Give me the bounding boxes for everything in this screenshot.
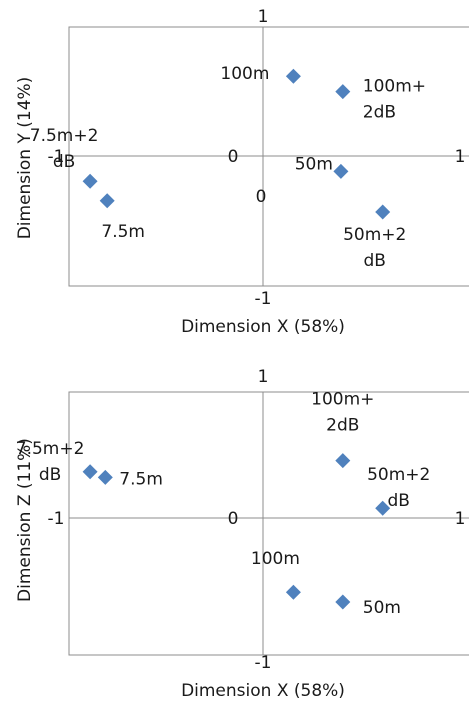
data-point-marker bbox=[335, 453, 351, 469]
data-point-label: 7.5m bbox=[119, 469, 163, 489]
data-point-label: 50m bbox=[295, 154, 333, 174]
x-tick-label-max: 1 bbox=[455, 509, 466, 529]
data-point-label: dB bbox=[363, 251, 385, 271]
data-point-marker bbox=[97, 469, 113, 485]
data-point-label: 2dB bbox=[363, 103, 396, 123]
data-point-marker bbox=[335, 84, 351, 100]
origin-label: 0 bbox=[228, 509, 239, 529]
origin-label: 0 bbox=[256, 187, 267, 207]
data-point-marker bbox=[99, 193, 115, 209]
data-point-label: 50m+2 bbox=[343, 225, 406, 245]
data-point-label: 50m+2 bbox=[367, 465, 430, 485]
x-axis-title: Dimension X (58%) bbox=[181, 317, 345, 337]
data-point-label: 7.5m+2 bbox=[30, 126, 99, 146]
data-point-marker bbox=[333, 163, 349, 179]
y-axis-title: Dimension Z (11%) bbox=[15, 438, 35, 602]
y-axis-title: Dimension Y (14%) bbox=[15, 77, 35, 240]
data-point-marker bbox=[82, 464, 98, 480]
y-tick-label-min: -1 bbox=[255, 653, 272, 673]
x-axis-title: Dimension X (58%) bbox=[181, 681, 345, 701]
data-point-marker bbox=[285, 68, 301, 84]
data-point-label: dB bbox=[53, 152, 75, 172]
data-point-label: 100m+ bbox=[311, 390, 374, 410]
data-point-label: 50m bbox=[363, 598, 401, 618]
data-point-label: dB bbox=[39, 465, 61, 485]
data-point-label: dB bbox=[387, 491, 409, 511]
data-point-label: 7.5m bbox=[101, 222, 145, 242]
data-point-marker bbox=[335, 594, 351, 610]
data-point-label: 100m+ bbox=[363, 77, 426, 97]
y-tick-label-max: 1 bbox=[258, 7, 269, 27]
x-tick-label-max: 1 bbox=[455, 147, 466, 167]
plot-frame bbox=[68, 391, 469, 656]
x-tick-label-min: -1 bbox=[48, 147, 65, 167]
y-tick-label-min: -1 bbox=[255, 289, 272, 309]
data-point-label: 100m bbox=[220, 64, 269, 84]
y-tick-label-max: 1 bbox=[258, 367, 269, 387]
data-point-label: 7.5m+2 bbox=[16, 439, 85, 459]
data-point-label: 100m bbox=[251, 549, 300, 569]
data-point-label: 2dB bbox=[326, 416, 359, 436]
data-point-marker bbox=[82, 173, 98, 189]
data-point-marker bbox=[285, 584, 301, 600]
x-tick-label-min: -1 bbox=[48, 509, 65, 529]
data-point-marker bbox=[375, 204, 391, 220]
origin-label: 0 bbox=[228, 147, 239, 167]
data-point-marker bbox=[375, 500, 391, 516]
